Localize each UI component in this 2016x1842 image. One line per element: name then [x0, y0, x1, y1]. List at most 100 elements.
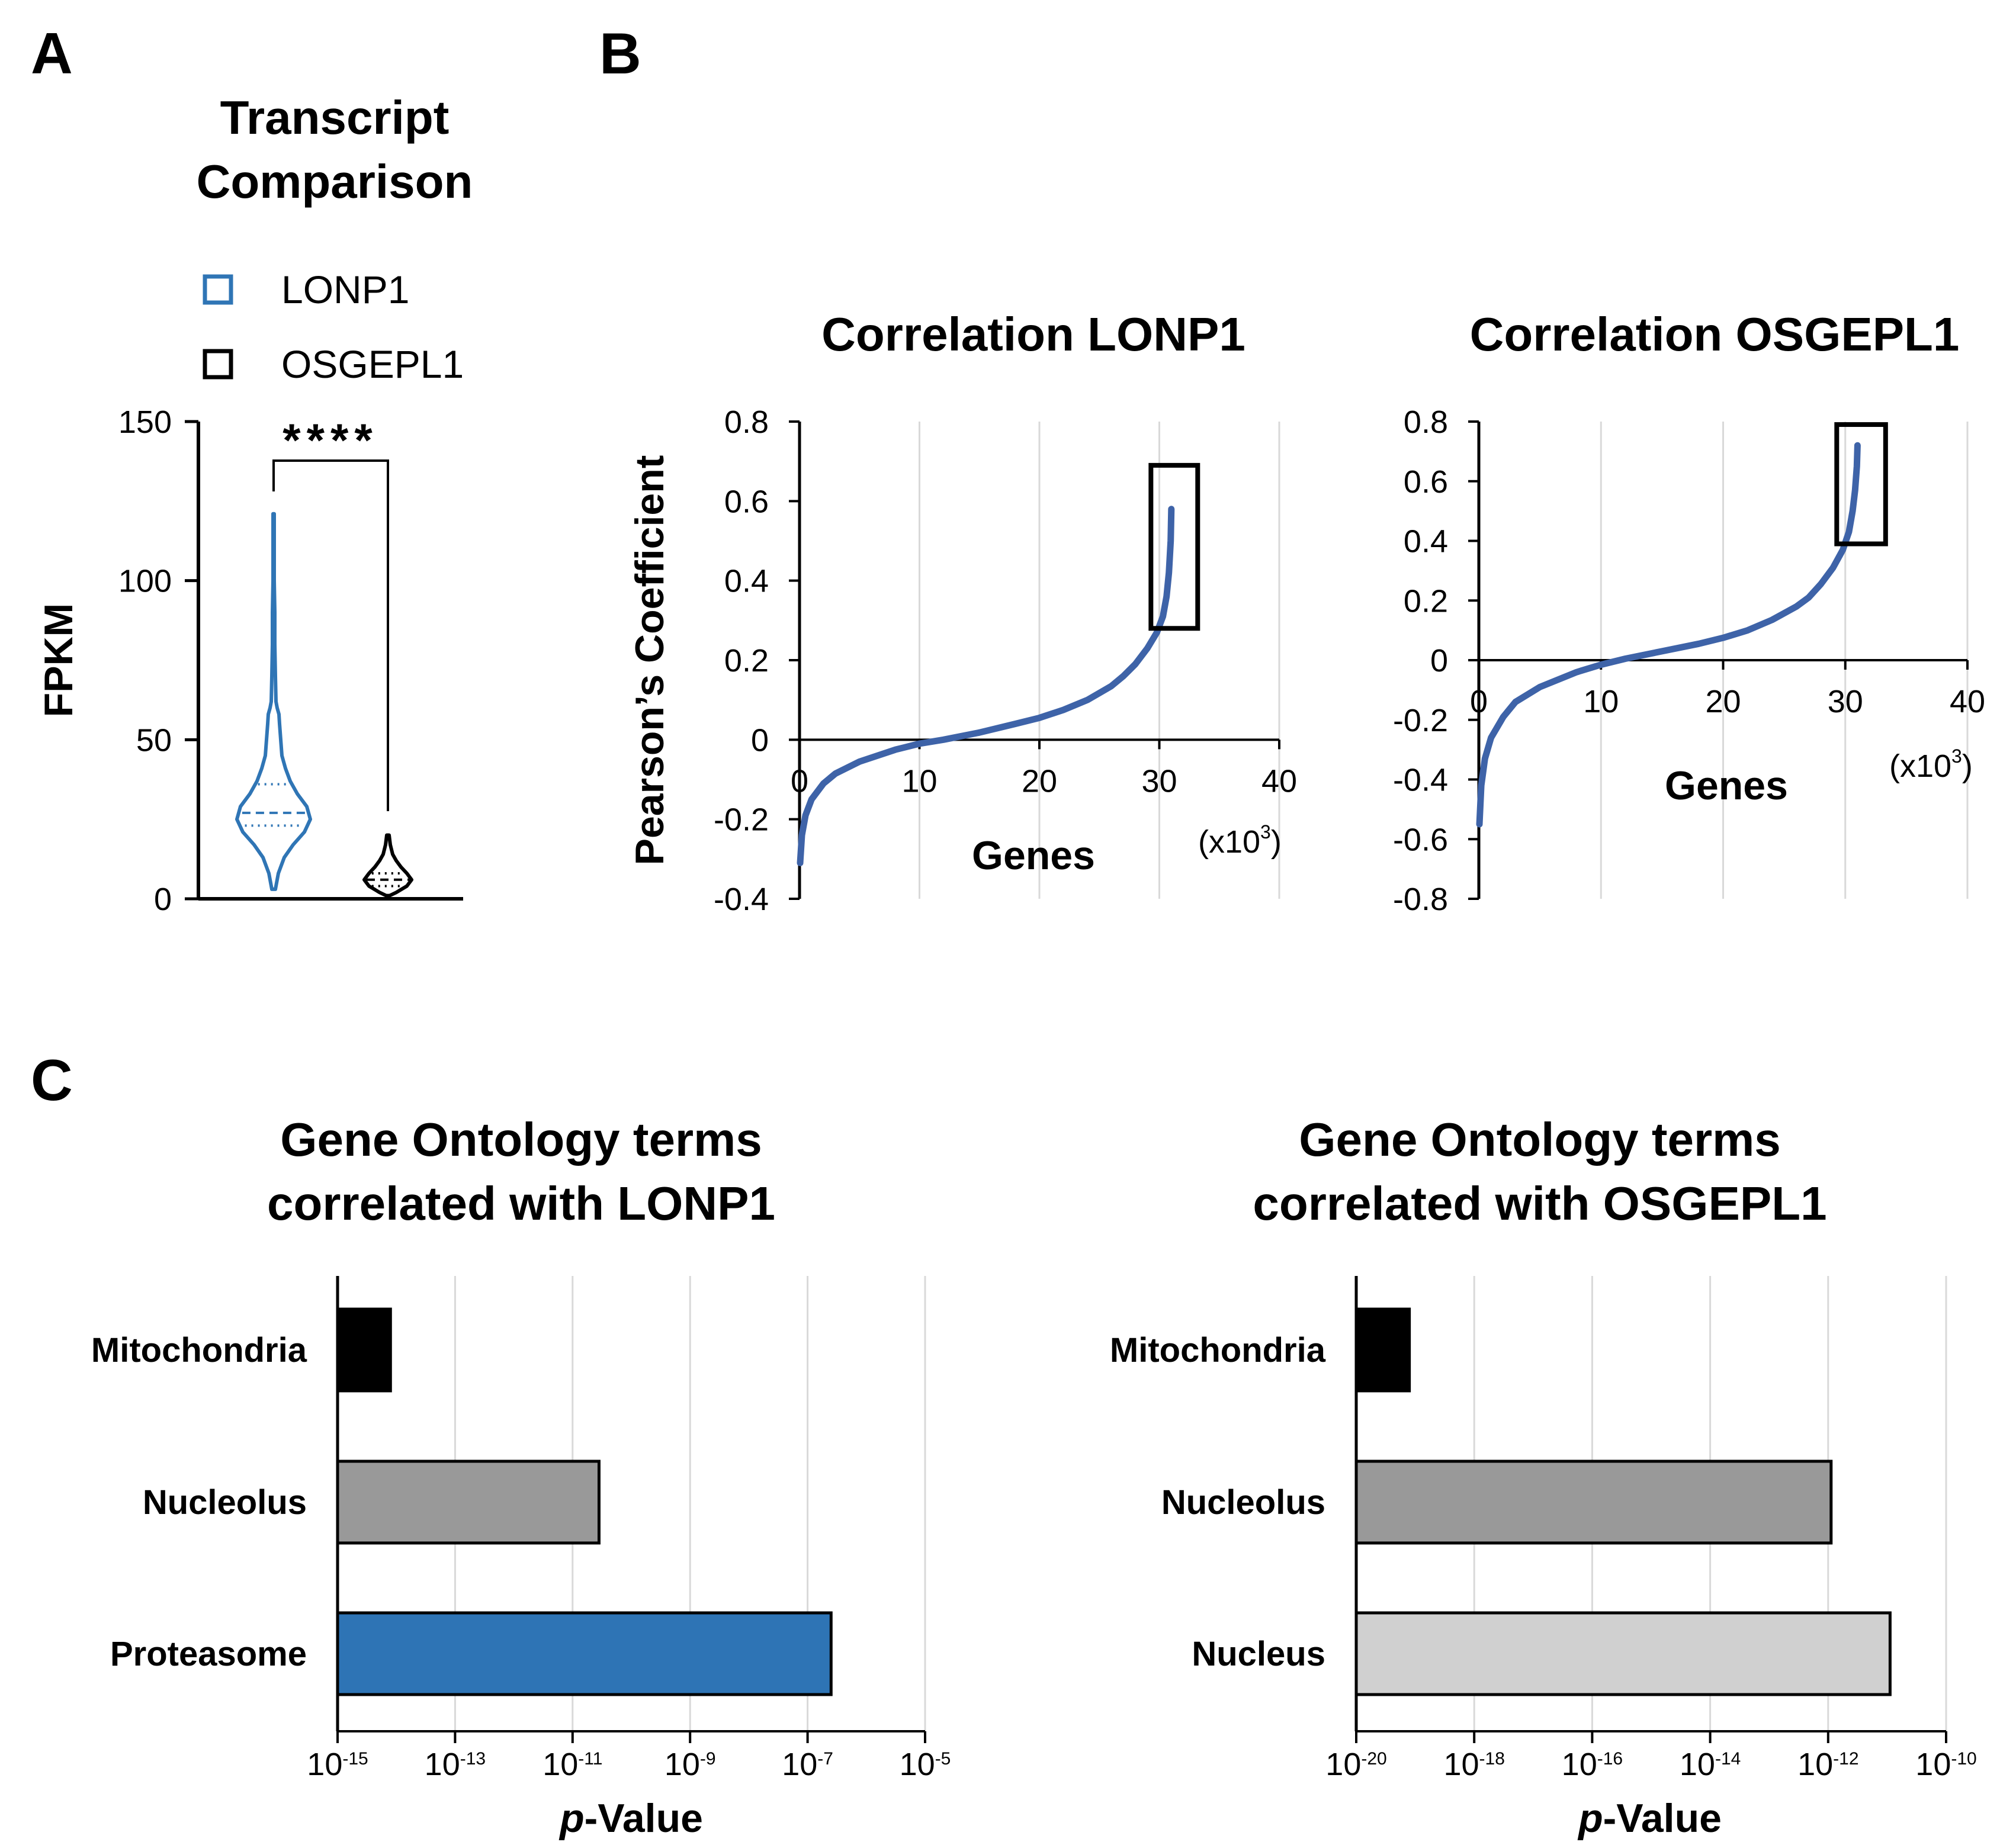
correlation-osgepl1-x-ticks: 0 10 20 30 40 — [1470, 660, 1985, 719]
y-tick-label: 0.2 — [1404, 583, 1448, 619]
x-tick-label: 10-11 — [542, 1747, 602, 1782]
x-tick-label: 40 — [1950, 684, 1985, 719]
bar-nucleolus — [336, 1460, 601, 1545]
y-tick-label: -0.8 — [1393, 882, 1448, 917]
correlation-osgepl1-x-unit: (x103) — [1889, 745, 1973, 784]
x-tick-label: 10-20 — [1325, 1747, 1386, 1782]
x-tick-exponent: -14 — [1715, 1749, 1741, 1769]
x-tick-label: 20 — [1022, 763, 1057, 799]
violin-title-line-1: Transcript — [220, 91, 450, 144]
y-tick-label: 0.6 — [724, 484, 769, 519]
x-tick-exponent: -9 — [700, 1749, 716, 1769]
go-terms-osgepl1-title-line-2: correlated with OSGEPL1 — [1253, 1177, 1826, 1230]
panel-label-a: A — [31, 21, 73, 86]
x-tick-exponent: -16 — [1597, 1749, 1623, 1769]
correlation-osgepl1-chart: Correlation OSGEPL1 -0.8 -0.6 -0.4 -0.2 0 0.2… — [1393, 308, 1985, 917]
p-italic: p — [1577, 1796, 1603, 1841]
violin-y-axis-label: FPKM — [36, 603, 81, 718]
x-tick-exponent: -18 — [1479, 1749, 1505, 1769]
x-tick-exponent: -12 — [1833, 1749, 1858, 1769]
correlation-lonp1-curve — [797, 506, 1175, 866]
x-unit-close: ) — [1271, 824, 1282, 860]
x-tick-label: 40 — [1261, 763, 1297, 799]
p-value-rest: -Value — [585, 1796, 703, 1841]
x-tick-base: 10 — [1562, 1747, 1597, 1782]
p-value-rest: -Value — [1603, 1796, 1722, 1841]
x-tick-base: 10 — [425, 1747, 460, 1782]
bar-nucleolus — [1354, 1460, 1833, 1545]
y-tick-label: -0.4 — [714, 882, 769, 917]
x-tick-label: 10-18 — [1443, 1747, 1504, 1782]
pearson-y-axis-label: Pearson’s Coefficient — [627, 455, 672, 866]
violin-y-tick-label: 50 — [136, 722, 172, 758]
violin-shapes — [235, 512, 413, 898]
y-tick-label: 0.8 — [1404, 404, 1448, 440]
x-tick-base: 10 — [782, 1747, 817, 1782]
violin-y-tick-label: 0 — [154, 882, 172, 917]
go-terms-lonp1-chart: Gene Ontology terms correlated with LONP… — [91, 1113, 951, 1841]
x-tick-label: 10-9 — [664, 1747, 716, 1782]
go-terms-osgepl1-title-line-1: Gene Ontology terms — [1299, 1113, 1780, 1166]
category-label: Mitochondria — [91, 1331, 307, 1370]
x-tick-label: 10-5 — [900, 1747, 951, 1782]
legend-lonp1-swatch — [203, 274, 233, 305]
go-terms-osgepl1-chart: Gene Ontology terms correlated with OSGE… — [1110, 1113, 1977, 1841]
x-tick-label: 10-7 — [782, 1747, 833, 1782]
x-tick-label: 10-10 — [1915, 1747, 1976, 1782]
y-tick-label: 0 — [751, 722, 769, 758]
x-tick-label: 10 — [901, 763, 937, 799]
violin-chart: Transcript Comparison LONP1 OSGEPL1 0 50 1… — [36, 91, 473, 917]
x-tick-label: 10-15 — [307, 1747, 368, 1782]
violin-lonp1 — [235, 512, 312, 891]
correlation-osgepl1-highlight-box — [1834, 422, 1888, 547]
category-label: Proteasome — [110, 1635, 307, 1673]
legend-osgepl1-swatch — [203, 349, 233, 380]
y-tick-label: 0.4 — [1404, 524, 1448, 560]
x-unit-exponent: 3 — [1260, 821, 1271, 843]
x-tick-exponent: -5 — [935, 1749, 951, 1769]
panel-label-c: C — [31, 1047, 73, 1113]
y-tick-label: 0 — [1430, 643, 1448, 679]
x-tick-base: 10 — [900, 1747, 935, 1782]
x-tick-label: 10-14 — [1680, 1747, 1741, 1782]
x-tick-exponent: -10 — [1951, 1749, 1976, 1769]
x-tick-base: 10 — [542, 1747, 578, 1782]
violin-y-ticks: 0 50 100 150 — [118, 404, 198, 917]
x-tick-label: 10-16 — [1562, 1747, 1623, 1782]
x-tick-exponent: -13 — [460, 1749, 486, 1769]
x-tick-label: 20 — [1705, 684, 1741, 719]
y-tick-label: -0.4 — [1393, 763, 1448, 798]
go-terms-lonp1-x-ticks: 10-15 10-13 10-11 10-9 10-7 10-5 — [307, 1731, 951, 1782]
y-tick-label: 0.4 — [724, 564, 769, 599]
x-tick-exponent: -7 — [817, 1749, 833, 1769]
x-tick-exponent: -15 — [342, 1749, 368, 1769]
correlation-lonp1-title: Correlation LONP1 — [821, 308, 1245, 361]
go-terms-osgepl1-x-ticks: 10-20 10-18 10-16 10-14 10-12 10-10 — [1325, 1731, 1977, 1782]
violin-title-line-2: Comparison — [197, 155, 473, 208]
correlation-osgepl1-x-axis-label: Genes — [1665, 763, 1788, 808]
legend-osgepl1-label: OSGEPL1 — [281, 342, 464, 386]
correlation-lonp1-gridlines — [919, 422, 1280, 899]
go-terms-osgepl1-bars: Mitochondria Nucleolus Nucleus — [1110, 1307, 1892, 1696]
significance-stars: **** — [283, 414, 378, 466]
category-label: Mitochondria — [1110, 1331, 1326, 1370]
x-tick-label: 30 — [1828, 684, 1863, 719]
bar-proteasome — [336, 1611, 833, 1696]
x-tick-label: 0 — [791, 763, 808, 799]
x-unit-base: (x10 — [1889, 748, 1951, 784]
significance-bracket — [272, 459, 389, 811]
panel-label-b: B — [599, 21, 641, 86]
correlation-lonp1-y-ticks: -0.4 -0.2 0 0.2 0.4 0.6 0.8 — [714, 404, 800, 917]
y-tick-label: -0.6 — [1393, 822, 1448, 857]
violin-osgepl1 — [362, 833, 413, 898]
category-label: Nucleolus — [143, 1483, 307, 1522]
x-unit-exponent: 3 — [1951, 745, 1962, 767]
x-tick-base: 10 — [307, 1747, 342, 1782]
bar-mitochondria — [1354, 1307, 1411, 1393]
category-label: Nucleus — [1192, 1635, 1325, 1673]
x-tick-base: 10 — [1797, 1747, 1833, 1782]
x-tick-base: 10 — [1325, 1747, 1361, 1782]
violin-y-tick-label: 100 — [118, 564, 172, 599]
go-terms-lonp1-title-line-2: correlated with LONP1 — [267, 1177, 775, 1230]
